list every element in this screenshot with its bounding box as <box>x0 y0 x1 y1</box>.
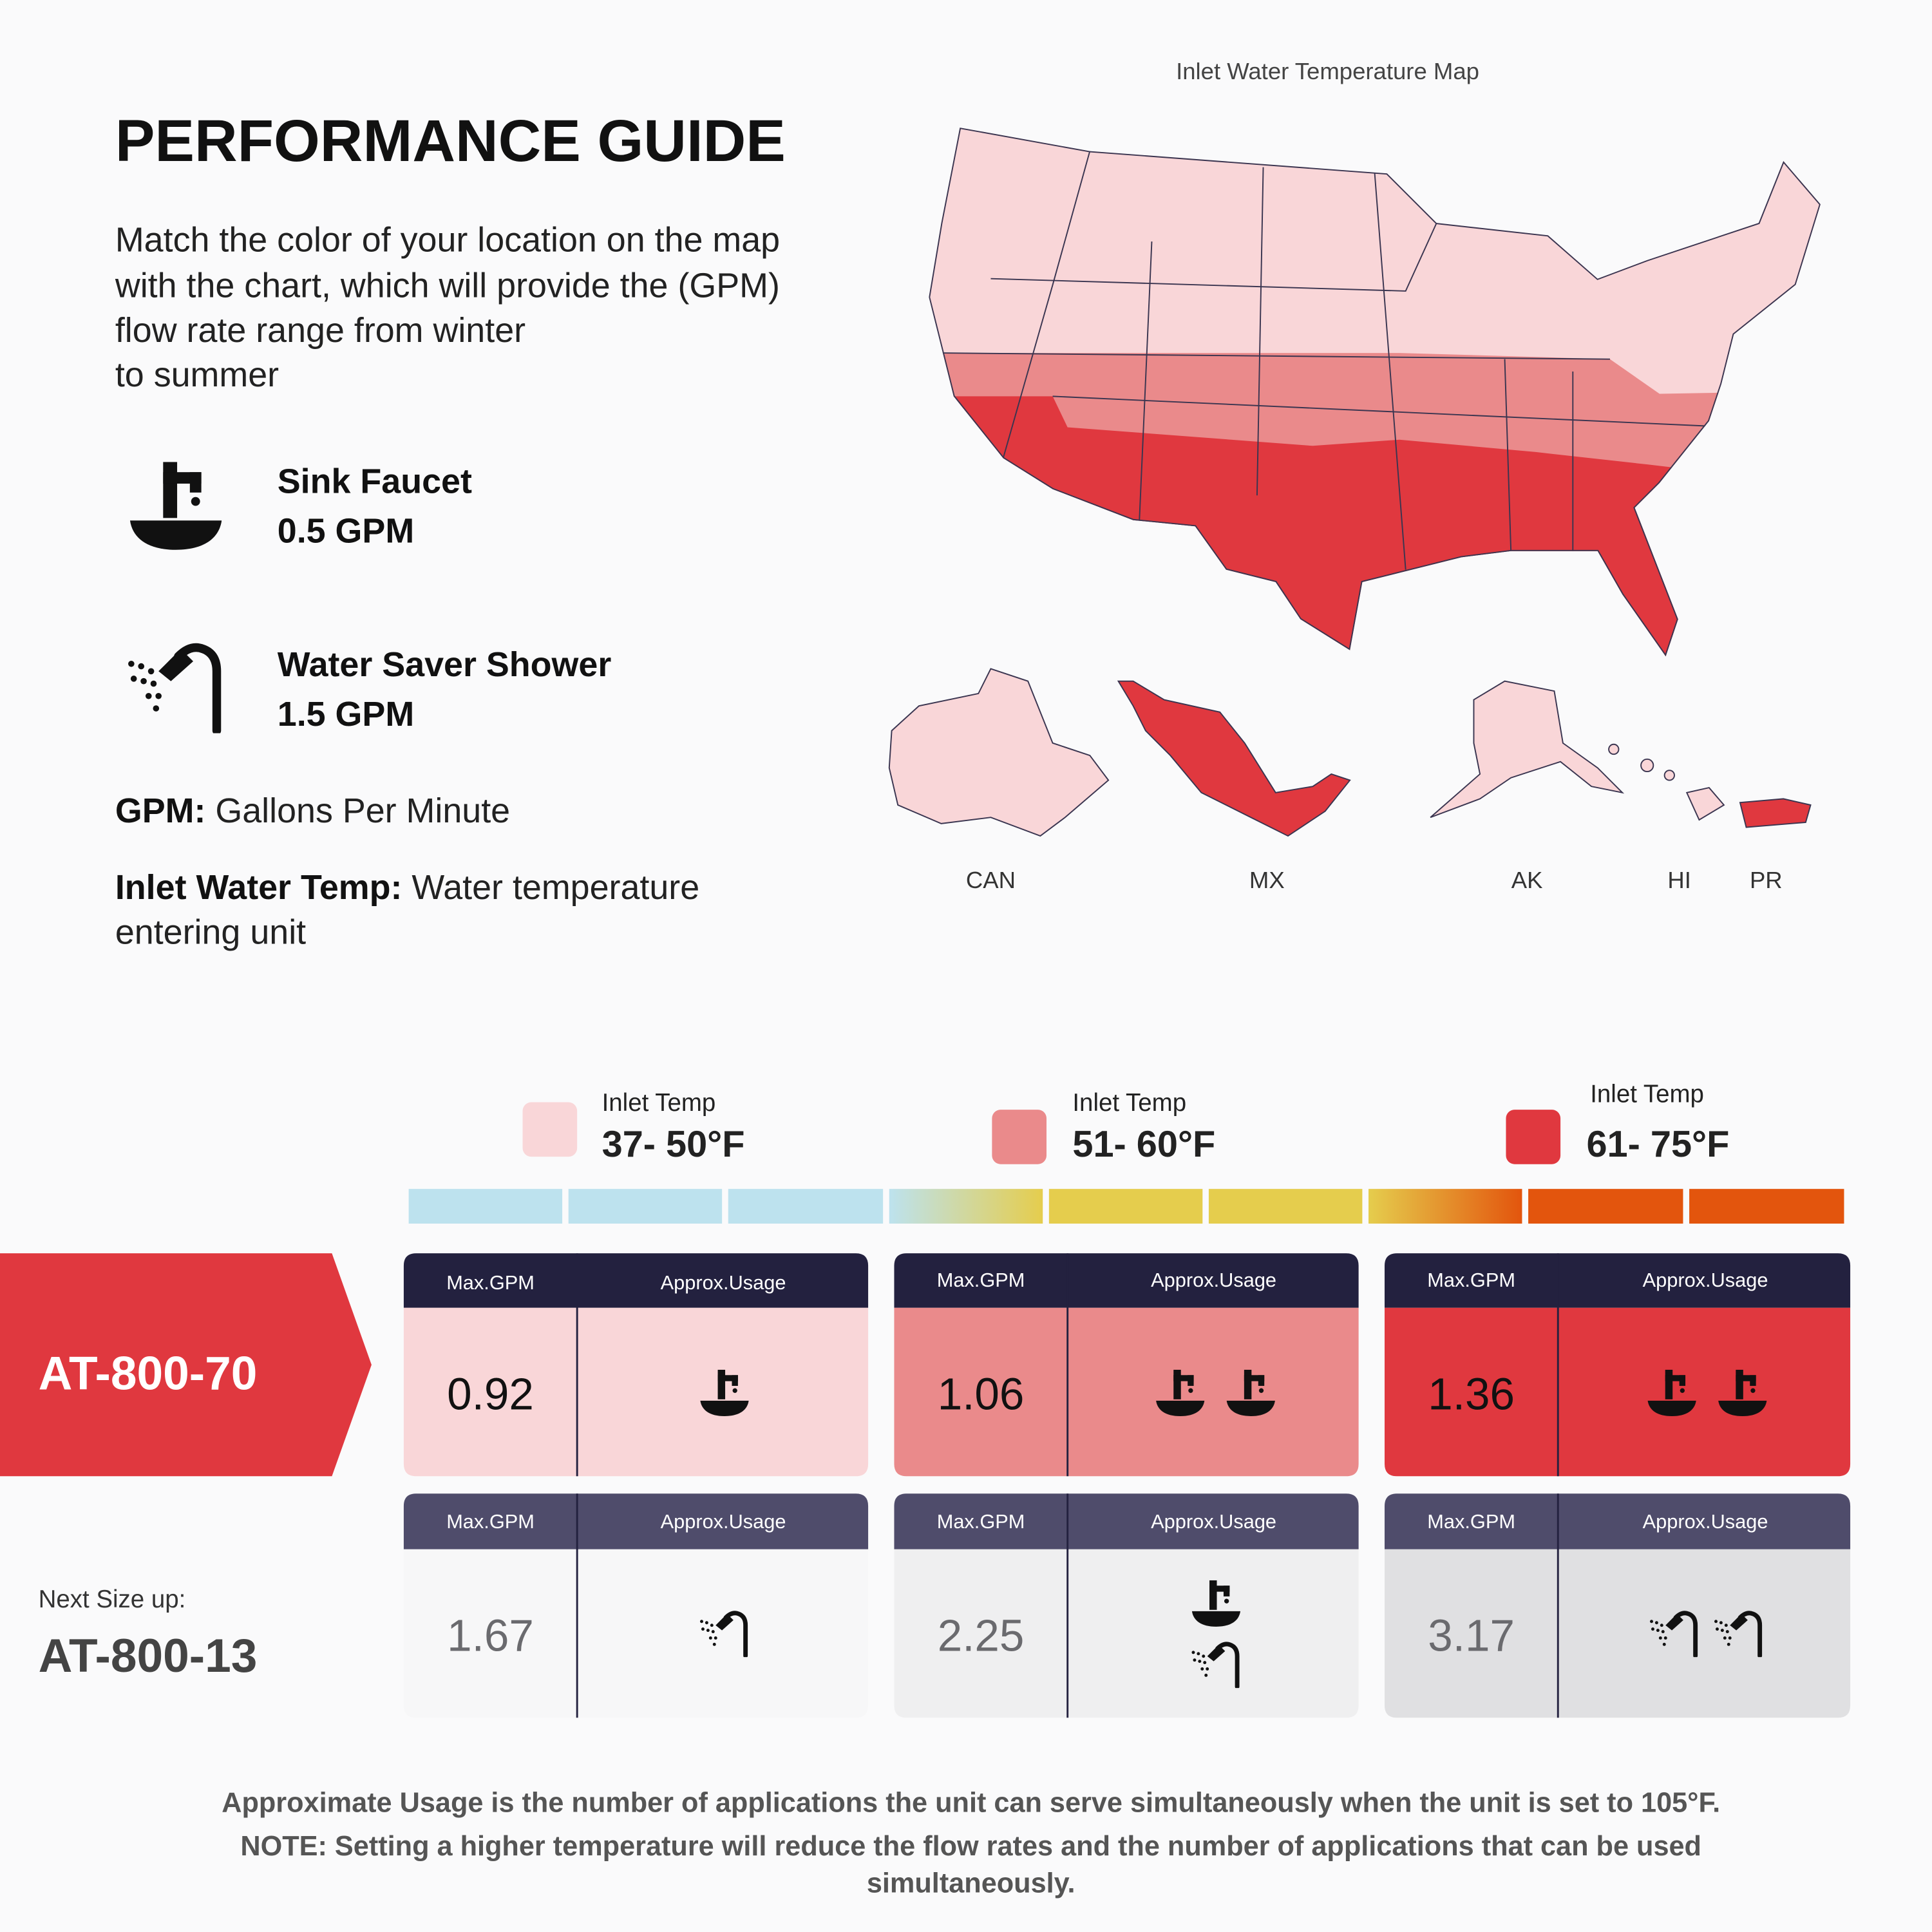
model-name: AT-800-13 <box>39 1630 258 1682</box>
definition-text: Gallons Per Minute <box>215 791 510 830</box>
max-gpm: 1.67 <box>447 1610 534 1660</box>
column-header: Approx.Usage <box>1643 1269 1768 1291</box>
model-banner <box>0 1253 372 1477</box>
fixture-name: Water Saver Shower <box>278 645 612 684</box>
us-map <box>929 128 1821 657</box>
definition-text: Water temperature <box>412 868 699 907</box>
faucet-icon <box>129 462 222 550</box>
footer-note: simultaneously. <box>867 1868 1075 1899</box>
temp-label: Inlet Temp <box>602 1089 716 1117</box>
definition: Inlet Water Temp: Water temperature <box>115 868 699 907</box>
map-label: CAN <box>966 867 1016 893</box>
column-header: Max.GPM <box>937 1510 1025 1533</box>
column-header: Approx.Usage <box>661 1271 786 1294</box>
footer-note: Approximate Usage is the number of appli… <box>222 1787 1720 1818</box>
temp-swatch <box>1506 1110 1561 1164</box>
column-header: Approx.Usage <box>1151 1510 1276 1533</box>
temp-swatch <box>992 1110 1046 1164</box>
zone-warm <box>929 396 1821 657</box>
map-title: Inlet Water Temperature Map <box>1176 58 1479 84</box>
alaska <box>1430 680 1625 819</box>
definition-text: entering unit <box>115 913 306 951</box>
description-line: flow rate range from winter <box>115 311 526 350</box>
column-header: Approx.Usage <box>1151 1269 1276 1291</box>
canada <box>888 668 1110 837</box>
temp-label: Inlet Temp <box>1590 1081 1704 1108</box>
column-header: Max.GPM <box>446 1271 535 1294</box>
column-header: Max.GPM <box>1427 1269 1515 1291</box>
footer-note: NOTE: Setting a higher temperature will … <box>240 1831 1701 1862</box>
map-label: MX <box>1249 867 1285 893</box>
puerto-rico <box>1739 798 1812 828</box>
definition: GPM: Gallons Per Minute <box>115 791 510 830</box>
model-name: AT-800-70 <box>39 1348 258 1400</box>
panel <box>403 1493 869 1718</box>
map-label: AK <box>1511 867 1543 893</box>
panel <box>1385 1493 1851 1718</box>
panel <box>1385 1253 1851 1477</box>
temp-range: 51- 60°F <box>1072 1124 1215 1165</box>
description-line: Match the color of your location on the … <box>115 220 780 259</box>
title: PERFORMANCE GUIDE <box>115 107 786 174</box>
state-lines <box>941 151 1734 570</box>
column-header: Approx.Usage <box>661 1510 786 1533</box>
panel <box>894 1493 1359 1718</box>
description-line: to summer <box>115 355 279 394</box>
column-header: Max.GPM <box>1427 1510 1515 1533</box>
fixture-name: Sink Faucet <box>278 462 472 500</box>
column-header: Approx.Usage <box>1643 1510 1768 1533</box>
map-label: HI <box>1667 867 1691 893</box>
definition-term: Inlet Water Temp: <box>115 868 402 907</box>
panel <box>403 1253 869 1477</box>
max-gpm: 0.92 <box>447 1368 534 1419</box>
column-header: Max.GPM <box>446 1510 535 1533</box>
max-gpm: 3.17 <box>1428 1610 1515 1660</box>
temp-swatch <box>522 1102 578 1157</box>
mexico <box>1117 680 1351 837</box>
max-gpm: 2.25 <box>938 1610 1025 1660</box>
temp-range: 37- 50°F <box>602 1124 745 1165</box>
max-gpm: 1.36 <box>1428 1368 1515 1419</box>
definition-term: GPM: <box>115 791 206 830</box>
fixture-flow: 0.5 GPM <box>278 511 414 550</box>
color-bar <box>408 1189 1844 1224</box>
fixture-flow: 1.5 GPM <box>278 695 414 734</box>
description-line: with the chart, which will provide the (… <box>115 267 780 305</box>
model-caption: Next Size up: <box>39 1586 186 1613</box>
column-header: Max.GPM <box>937 1269 1025 1291</box>
temp-range: 61- 75°F <box>1586 1124 1729 1165</box>
shower-icon <box>128 647 216 730</box>
panel <box>894 1253 1359 1477</box>
max-gpm: 1.06 <box>938 1368 1025 1419</box>
hawaii <box>1608 743 1725 821</box>
temp-label: Inlet Temp <box>1072 1089 1186 1117</box>
map-label: PR <box>1750 867 1783 893</box>
